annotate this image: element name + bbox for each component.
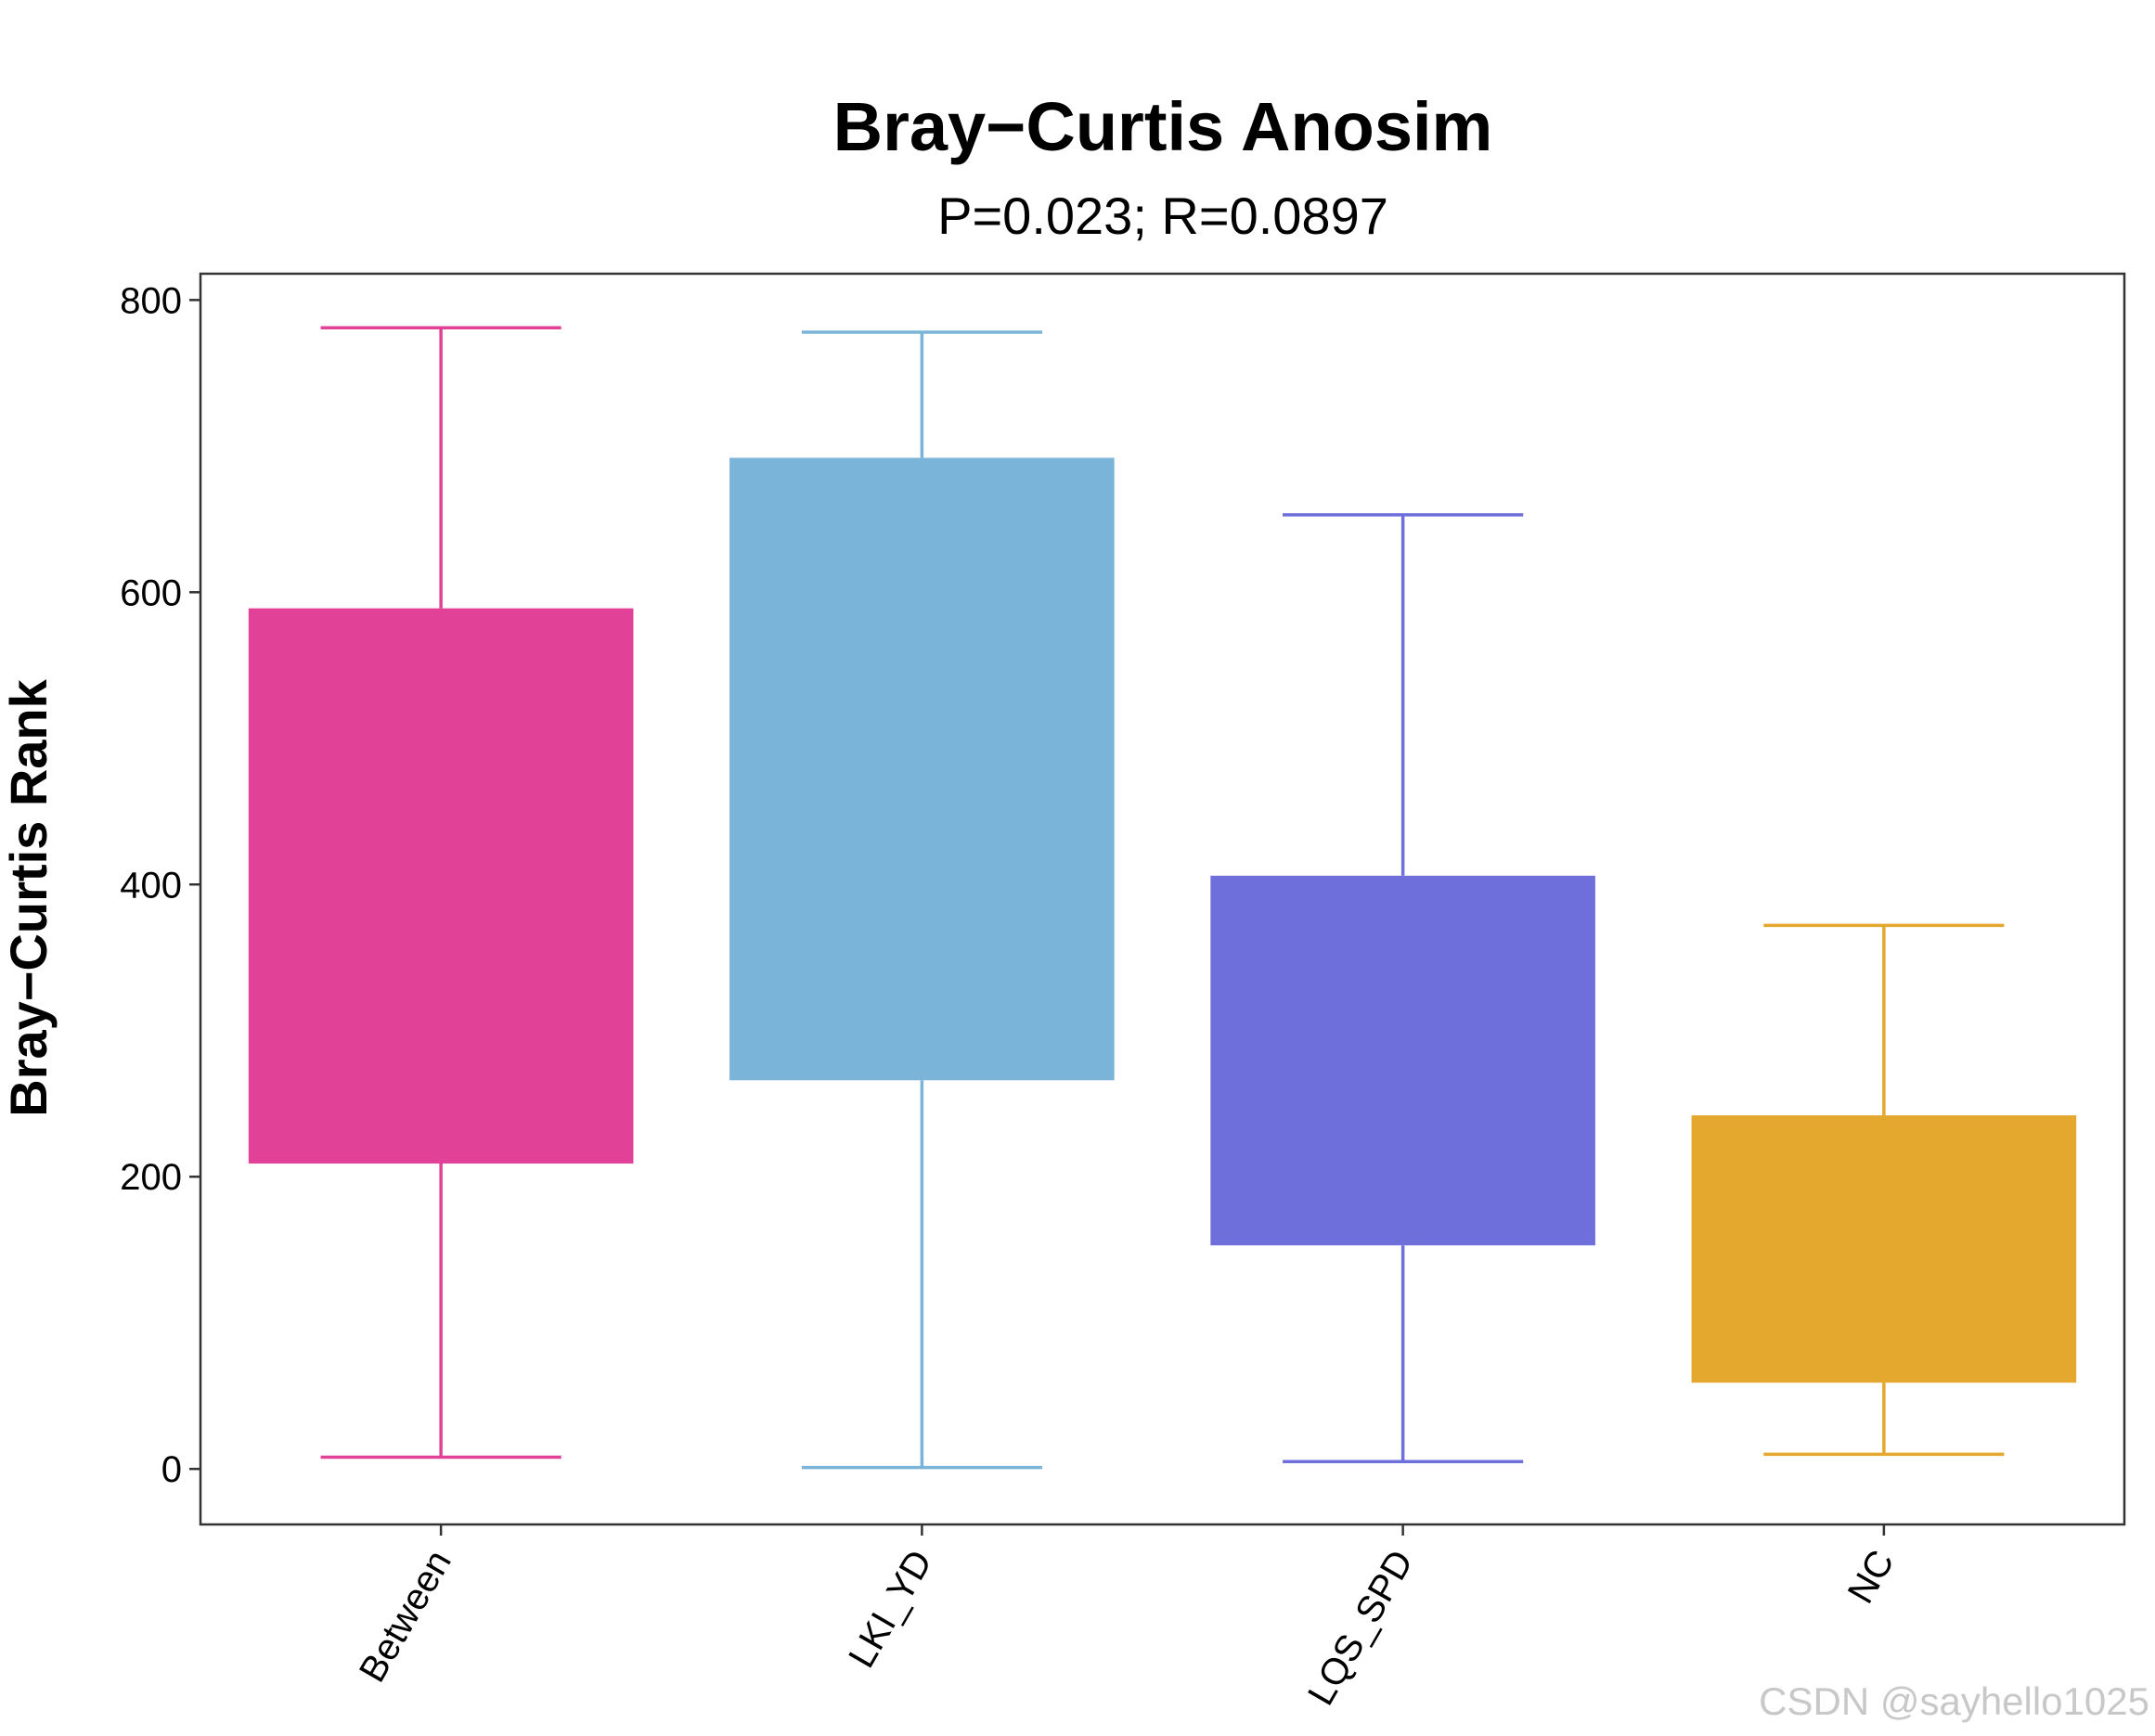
y-tick-label: 200 [120, 1157, 182, 1198]
y-tick-label: 800 [120, 280, 182, 321]
box-nc [1691, 923, 2077, 1457]
y-axis: 0 200 400 600 800 [120, 280, 200, 1490]
chart-title: Bray−Curtis Anosim [833, 88, 1493, 165]
plot-panel [199, 272, 2126, 1526]
box-body [248, 608, 634, 1164]
x-axis: Between LKI_YD LQS_SPD NC [352, 1524, 1903, 1712]
box-body [729, 457, 1115, 1081]
box-lqs-spd [1210, 513, 1595, 1464]
box-body [1691, 1115, 2077, 1383]
box-body [1210, 875, 1595, 1246]
y-tick-label: 400 [120, 865, 182, 906]
y-tick-label: 600 [120, 572, 182, 613]
x-tick-label: NC [1840, 1544, 1903, 1611]
x-tick-label: LQS_SPD [1300, 1544, 1421, 1713]
y-axis-label: Bray−Curtis Rank [0, 678, 58, 1116]
box-between [248, 326, 634, 1460]
x-tick-label: Between [352, 1544, 459, 1690]
x-tick-label: LKI_YD [841, 1544, 940, 1675]
chart-subtitle: P=0.023; R=0.0897 [937, 186, 1388, 245]
y-tick-label: 0 [161, 1449, 182, 1490]
watermark: CSDN @sayhello1025 [1759, 1679, 2149, 1723]
boxes [248, 326, 2077, 1470]
box-lki-yd [729, 330, 1115, 1470]
